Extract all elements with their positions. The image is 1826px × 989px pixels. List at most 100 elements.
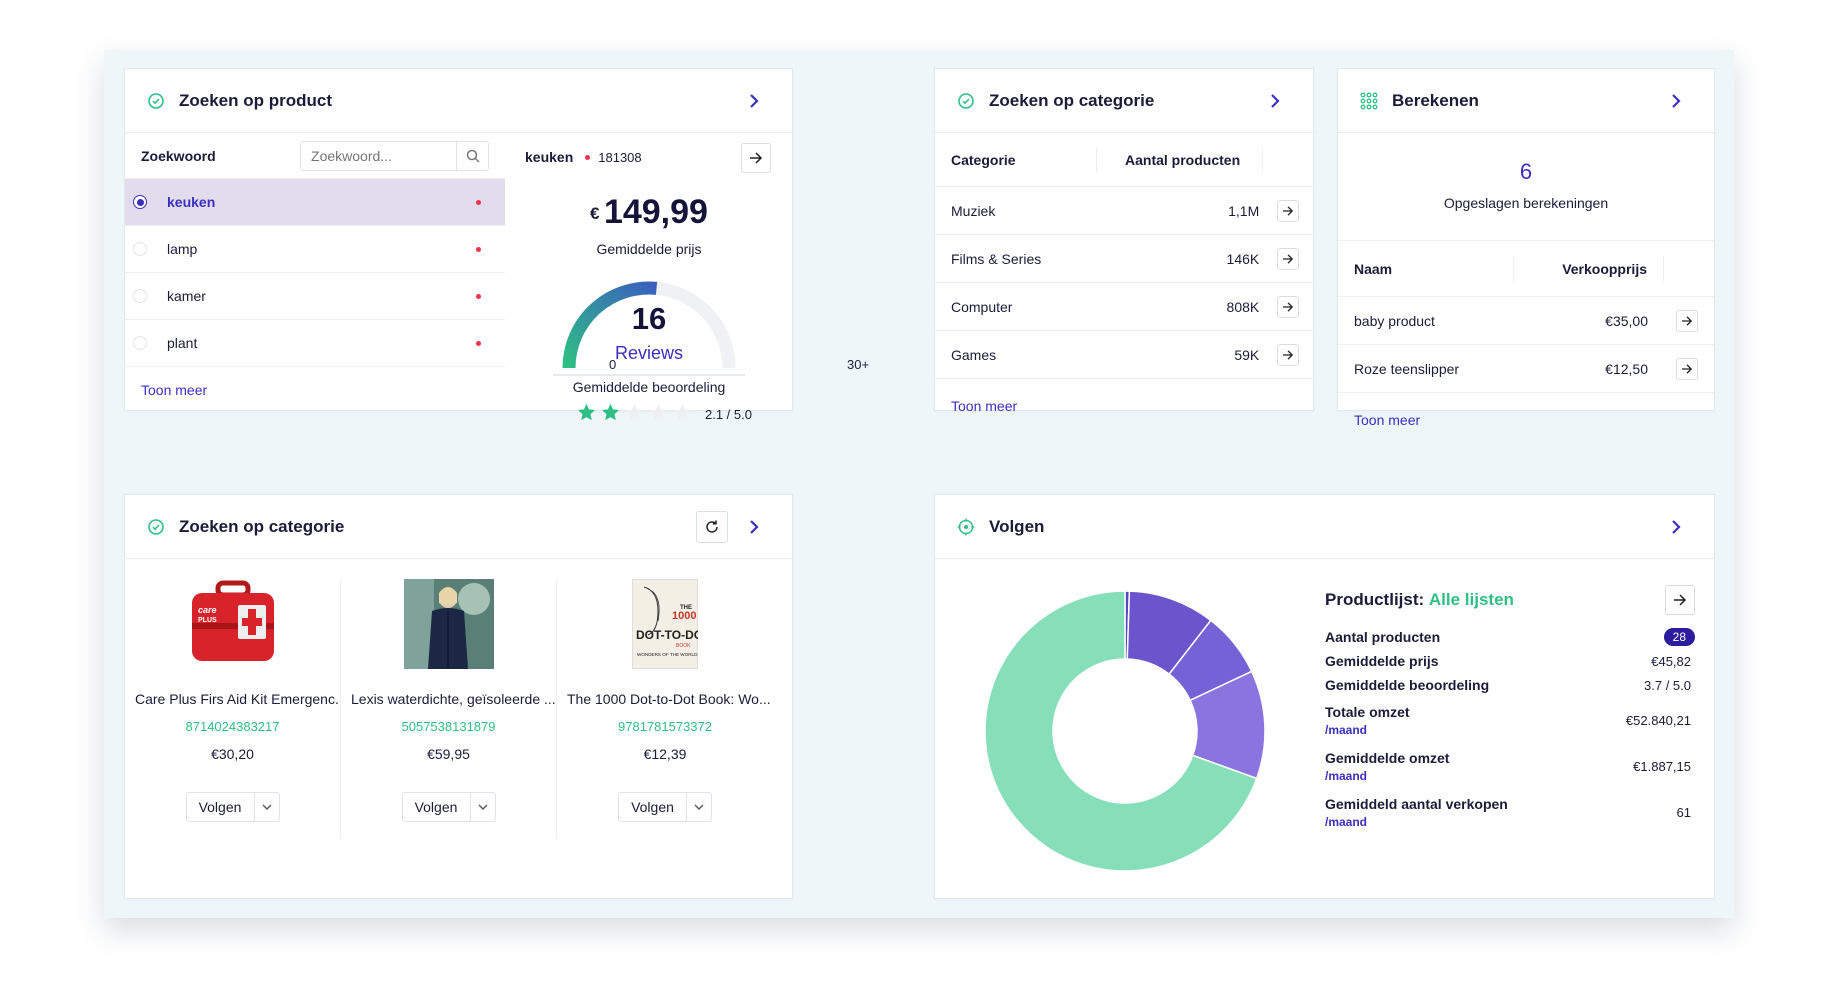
search-icon[interactable] <box>456 141 488 170</box>
reviews-label: Reviews <box>614 343 684 363</box>
product-name[interactable]: The 1000 Dot-to-Dot Book: Wo... <box>567 691 771 707</box>
open-detail-button[interactable] <box>741 143 771 173</box>
target-icon <box>957 92 975 110</box>
chevron-down-icon[interactable] <box>687 793 711 821</box>
chevron-right-icon[interactable] <box>1666 517 1686 537</box>
refresh-button[interactable] <box>696 511 728 543</box>
category-name: Films & Series <box>951 250 1042 267</box>
card-title: Volgen <box>989 516 1045 536</box>
keyword-radio[interactable] <box>133 242 147 256</box>
product-ean: 8714024383217 <box>185 719 280 734</box>
follow-button[interactable]: Volgen <box>619 793 687 821</box>
open-category-button[interactable] <box>1277 199 1300 222</box>
follow-button[interactable]: Volgen <box>187 793 255 821</box>
keyword-radio[interactable] <box>133 195 147 209</box>
show-more-link[interactable]: Toon meer <box>141 382 208 398</box>
saved-count-block: 6 Opgeslagen berekeningen <box>1338 133 1714 241</box>
keyword-row[interactable]: keuken <box>125 179 505 226</box>
status-dot <box>476 246 481 252</box>
show-more-link[interactable]: Toon meer <box>1354 412 1421 428</box>
open-calc-button[interactable] <box>1676 309 1698 332</box>
crosshair-icon <box>957 518 975 536</box>
product-item: care PLUS Care Plus Firs Aid Kit Emergenc.… <box>125 579 341 839</box>
arrow-right-icon <box>750 152 763 164</box>
search-label: Zoekwoord <box>141 147 216 164</box>
search-input[interactable] <box>300 140 489 171</box>
chevron-right-icon[interactable] <box>744 517 764 537</box>
gauge-fill <box>562 281 658 369</box>
list-select[interactable]: Alle lijsten <box>1428 590 1514 609</box>
product-ean: 9781781573372 <box>618 719 712 734</box>
stat-value: 61 <box>1676 804 1691 820</box>
saved-count: 6 <box>1519 159 1533 184</box>
keyword-row[interactable]: lamp <box>125 226 505 273</box>
product-name[interactable]: Care Plus Firs Aid Kit Emergenc... <box>135 691 340 707</box>
calc-price: €35,00 <box>1605 312 1648 329</box>
show-more-link[interactable]: Toon meer <box>951 398 1018 414</box>
chevron-right-icon[interactable] <box>744 91 764 111</box>
category-count: 1,1M <box>1228 202 1260 219</box>
stat-row: Totale omzet/maand €52.840,21 <box>1325 697 1695 743</box>
keyword-row[interactable]: kamer <box>125 273 505 320</box>
card-title: Zoeken op categorie <box>179 516 345 536</box>
star-icon <box>601 403 620 426</box>
follow-button[interactable]: Volgen <box>403 793 471 821</box>
detail-count: 181308 <box>598 149 642 165</box>
keyword-label: keuken <box>167 194 216 210</box>
list-label: Productlijst: <box>1325 590 1425 609</box>
chevron-down-icon[interactable] <box>471 793 495 821</box>
table-row[interactable]: Muziek 1,1M <box>935 187 1313 235</box>
stat-row: Gemiddelde prijs €45,82 <box>1325 649 1695 673</box>
product-price: €12,39 <box>643 746 687 762</box>
product-name[interactable]: Lexis waterdichte, geïsoleerde ... <box>351 691 556 707</box>
svg-text:care: care <box>198 605 217 615</box>
keyword-label: kamer <box>167 288 206 304</box>
table-row[interactable]: Computer 808K <box>935 283 1313 331</box>
donut-slice[interactable] <box>984 590 1258 872</box>
keyword-row[interactable]: plant <box>125 320 505 367</box>
keyword-radio[interactable] <box>133 336 147 350</box>
dashboard-frame: Zoeken op product Zoekwoord keuken lamp ka… <box>104 50 1734 918</box>
open-category-button[interactable] <box>1277 247 1300 270</box>
stat-text: Gemiddelde omzet/maand <box>1325 750 1449 783</box>
card-header: Zoeken op categorie <box>935 69 1313 133</box>
chevron-right-icon[interactable] <box>1666 91 1686 111</box>
table-row[interactable]: Games 59K <box>935 331 1313 379</box>
stat-text: Totale omzet/maand <box>1325 704 1410 737</box>
chevron-down-icon[interactable] <box>255 793 279 821</box>
chevron-right-icon[interactable] <box>1265 91 1285 111</box>
card-header: Volgen <box>935 495 1714 559</box>
product-search-card: Zoeken op product Zoekwoord keuken lamp ka… <box>124 68 869 422</box>
arrow-right-icon <box>1674 594 1687 606</box>
saved-label: Opgeslagen berekeningen <box>1443 195 1609 211</box>
stat-row: Gemiddelde beoordeling 3.7 / 5.0 <box>1325 673 1695 697</box>
stat-label: Gemiddelde omzet <box>1325 749 1450 766</box>
first-aid-kit-image[interactable]: care PLUS <box>125 579 340 669</box>
table-row[interactable]: Roze teenslipper €12,50 <box>1338 345 1714 393</box>
avg-price: € 149,99 <box>505 193 793 232</box>
open-category-button[interactable] <box>1277 343 1300 366</box>
table-row[interactable]: baby product €35,00 <box>1338 297 1714 345</box>
keyword-radio[interactable] <box>133 289 147 303</box>
open-category-button[interactable] <box>1277 295 1300 318</box>
product-price: €59,95 <box>427 746 470 762</box>
search-row: Zoekwoord <box>125 133 505 179</box>
keyword-label: plant <box>167 335 198 351</box>
svg-text:1000: 1000 <box>672 610 696 622</box>
grid-icon <box>1360 92 1378 110</box>
open-list-button[interactable] <box>1665 585 1695 615</box>
star-icon <box>649 403 668 426</box>
stat-row: Aantal producten 28 <box>1325 625 1695 649</box>
winter-jacket-image[interactable] <box>341 579 556 669</box>
table-row[interactable]: Films & Series 146K <box>935 235 1313 283</box>
donut-chart <box>984 590 1266 872</box>
search-field[interactable] <box>301 141 456 170</box>
arrow-right-icon <box>1682 363 1693 374</box>
status-dot <box>476 340 481 346</box>
product-price: €30,20 <box>211 746 254 762</box>
col-count: Aantal producten <box>1097 146 1263 173</box>
refresh-icon <box>706 520 718 533</box>
open-calc-button[interactable] <box>1676 357 1698 380</box>
stat-row: Gemiddeld aantal verkopen/maand 61 <box>1325 789 1695 835</box>
